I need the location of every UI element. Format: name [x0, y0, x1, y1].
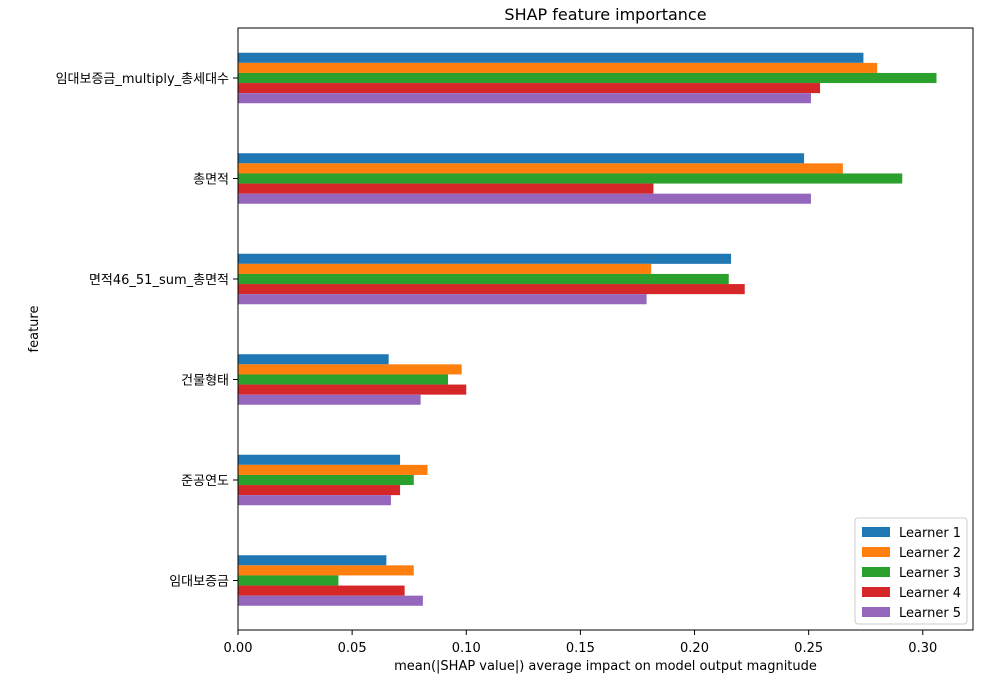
y-tick-label: 면적46_51_sum_총면적 — [89, 273, 229, 288]
legend-swatch — [862, 567, 890, 577]
x-axis: 0.00 0.05 0.10 0.15 0.20 0.25 0.30 — [224, 630, 937, 656]
bar-learner-5-2 — [238, 294, 647, 305]
bar-learner-1-3 — [238, 354, 389, 365]
x-tick-label: 0.05 — [338, 641, 367, 656]
x-tick-label: 0.25 — [794, 641, 823, 656]
bar-learner-5-4 — [238, 495, 391, 506]
x-tick-label: 0.20 — [680, 641, 709, 656]
y-tick-label: 임대보증금 — [169, 575, 229, 590]
bar-learner-4-4 — [238, 485, 401, 496]
bar-learner-1-0 — [238, 52, 864, 63]
bar-learner-4-0 — [238, 83, 821, 94]
legend-label: Learner 5 — [899, 606, 961, 621]
bar-learner-3-3 — [238, 374, 448, 385]
y-axis: 임대보증금_multiply_총세대수총면적면적46_51_sum_총면적건물형… — [56, 72, 238, 590]
bar-learner-2-3 — [238, 364, 462, 375]
legend-box — [854, 517, 968, 625]
bar-learner-1-4 — [238, 454, 401, 465]
bar-learner-3-2 — [238, 273, 729, 285]
bar-learner-1-2 — [238, 253, 732, 264]
bar-learner-4-2 — [238, 284, 745, 295]
bar-learner-3-4 — [238, 474, 414, 486]
legend-swatch — [862, 527, 890, 537]
y-tick-label: 건물형태 — [181, 374, 229, 389]
legend-swatch — [862, 547, 890, 557]
bars-layer — [238, 52, 937, 606]
x-axis-title: mean(|SHAP value|) average impact on mod… — [394, 659, 817, 674]
bar-learner-5-3 — [238, 394, 421, 405]
bar-learner-5-1 — [238, 193, 811, 204]
legend-swatch — [862, 587, 890, 597]
legend-label: Learner 3 — [899, 566, 961, 581]
bar-learner-5-5 — [238, 595, 423, 606]
bar-learner-4-1 — [238, 183, 654, 194]
y-axis-title: feature — [27, 306, 42, 353]
y-tick-label: 총면적 — [193, 173, 229, 188]
bar-learner-4-3 — [238, 384, 467, 395]
x-tick-label: 0.30 — [908, 641, 937, 656]
legend-label: Learner 1 — [899, 526, 961, 541]
x-tick-label: 0.10 — [452, 641, 481, 656]
legend-swatch — [862, 607, 890, 617]
x-tick-label: 0.00 — [224, 641, 253, 656]
bar-learner-2-4 — [238, 464, 428, 475]
y-tick-label: 임대보증금_multiply_총세대수 — [56, 72, 229, 87]
bar-learner-3-1 — [238, 173, 903, 184]
bar-learner-1-5 — [238, 555, 387, 566]
plot-frame — [237, 27, 974, 631]
bar-learner-2-2 — [238, 263, 652, 274]
bar-learner-3-5 — [238, 575, 339, 586]
legend: Learner 1 Learner 2 Learner 3 Learner 4 Lear… — [854, 517, 968, 625]
x-tick-label: 0.15 — [566, 641, 595, 656]
bar-learner-2-1 — [238, 163, 843, 174]
y-tick-label: 준공연도 — [181, 474, 229, 489]
bar-learner-5-0 — [238, 93, 811, 104]
bar-learner-1-1 — [238, 153, 805, 164]
bar-learner-4-5 — [238, 585, 405, 596]
legend-label: Learner 4 — [899, 586, 961, 601]
bar-learner-3-0 — [238, 72, 937, 84]
legend-label: Learner 2 — [899, 546, 961, 561]
chart-title: SHAP feature importance — [504, 5, 706, 24]
bar-learner-2-5 — [238, 565, 414, 576]
bar-learner-2-0 — [238, 62, 878, 73]
